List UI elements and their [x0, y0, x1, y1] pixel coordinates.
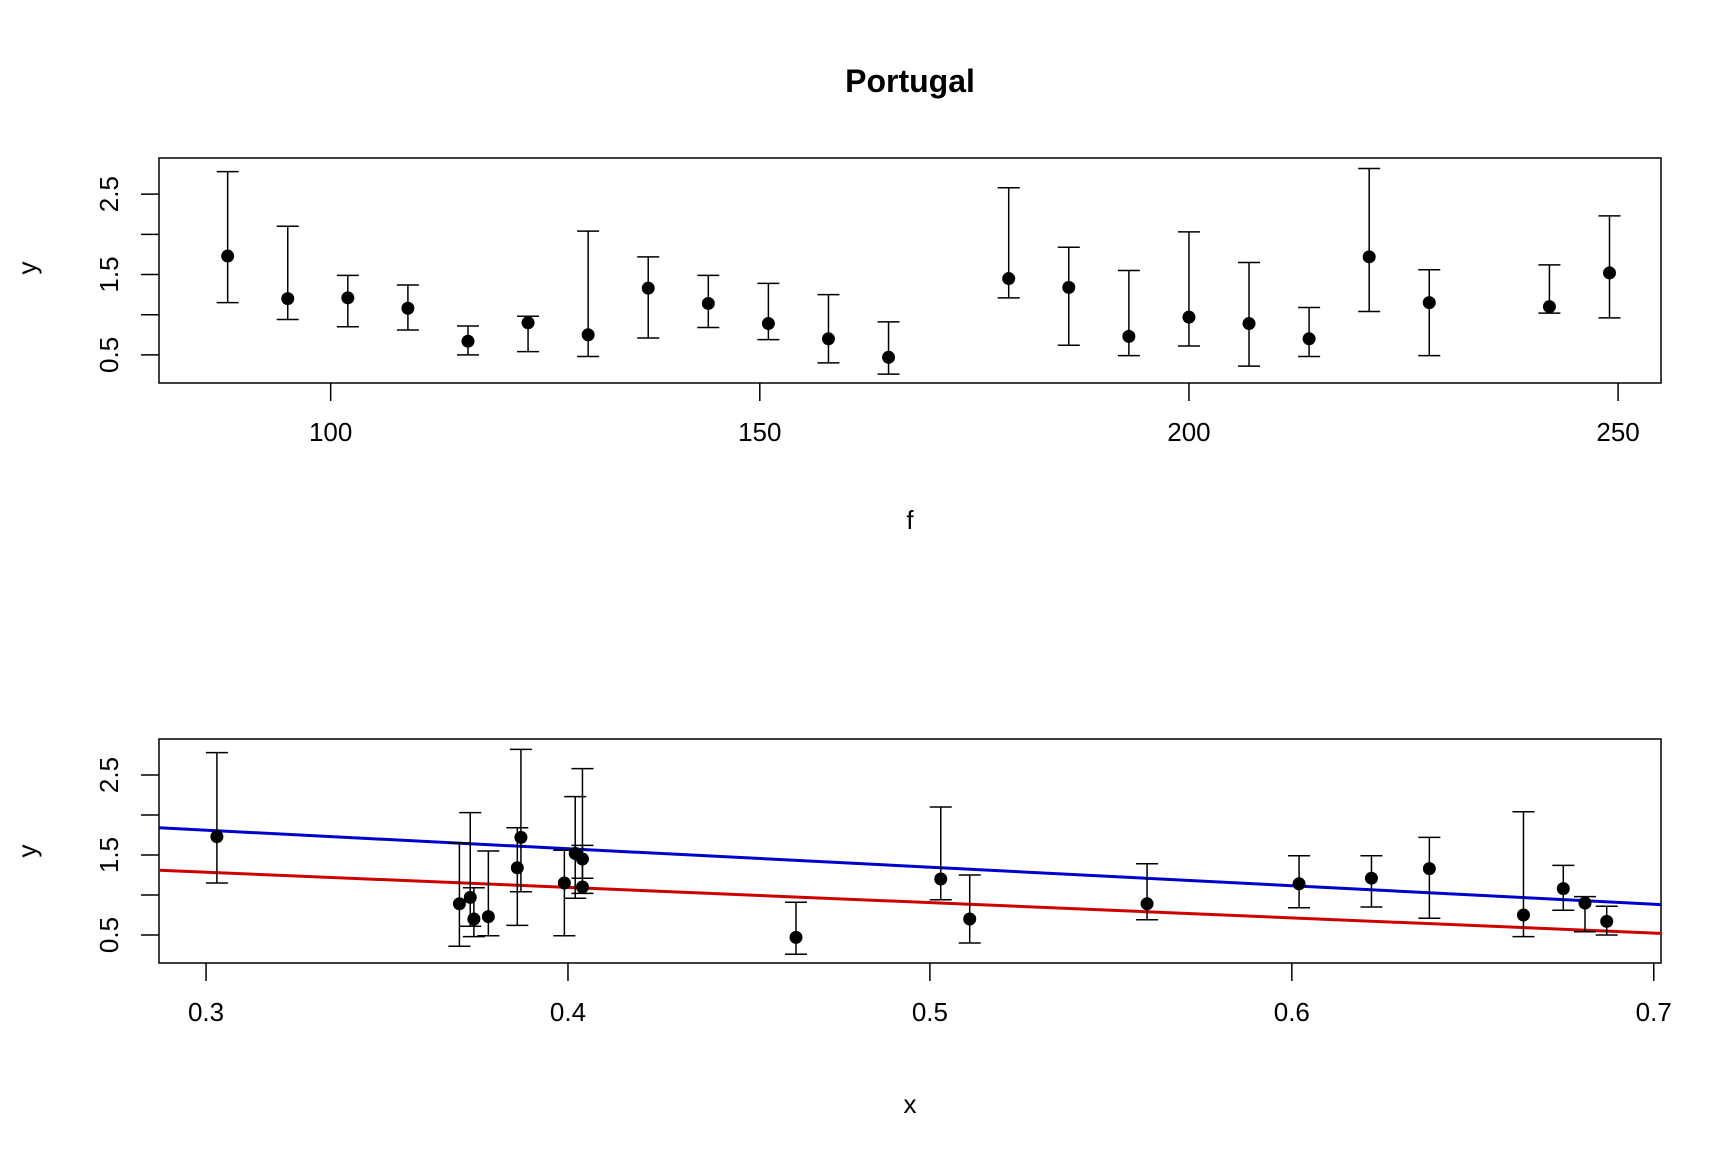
- top-data-point: [281, 292, 295, 306]
- top-x-tick-label: 200: [1167, 417, 1210, 447]
- top-error-bar: [757, 282, 780, 341]
- bottom-points: [205, 748, 1618, 955]
- bottom-data-point: [467, 912, 481, 926]
- top-x-axis: 100 150 200 250: [309, 383, 1640, 447]
- top-data-point: [1422, 296, 1436, 310]
- top-x-axis-label: f: [906, 505, 914, 535]
- bottom-data-point: [575, 880, 589, 894]
- top-points: [216, 167, 1621, 375]
- top-data-point: [1002, 272, 1016, 286]
- top-data-point: [641, 281, 655, 295]
- bottom-fit-line-1: [159, 826, 1661, 907]
- bottom-y-tick-label: 0.5: [94, 917, 124, 953]
- bottom-data-point: [1516, 908, 1530, 922]
- top-error-bar: [1057, 246, 1080, 346]
- top-data-point: [761, 317, 775, 331]
- top-data-point: [1242, 317, 1256, 331]
- bottom-data-point: [452, 897, 466, 911]
- main-title: Portugal: [845, 63, 975, 99]
- bottom-data-point: [789, 930, 803, 944]
- top-data-point: [521, 316, 535, 330]
- top-y-tick-label: 2.5: [94, 176, 124, 212]
- top-y-tick-label: 1.5: [94, 256, 124, 292]
- top-data-point: [1122, 329, 1136, 343]
- top-error-bar: [216, 170, 239, 304]
- bottom-x-tick-label: 0.6: [1274, 997, 1310, 1027]
- top-x-tick-label: 250: [1596, 417, 1639, 447]
- bottom-data-point: [963, 912, 977, 926]
- top-y-axis: 0.5 1.5 2.5: [94, 176, 159, 373]
- bottom-error-bar: [205, 751, 228, 884]
- top-data-point: [821, 332, 835, 346]
- bottom-data-point: [1578, 896, 1592, 910]
- top-x-tick-label: 100: [309, 417, 352, 447]
- top-error-bar: [877, 321, 900, 375]
- top-panel: f y 100 150 200 250 0.5 1.5 2.5: [12, 157, 1662, 535]
- top-data-point: [1182, 310, 1196, 324]
- bottom-data-point: [1422, 862, 1436, 876]
- bottom-error-bar: [448, 842, 471, 947]
- bottom-data-point: [514, 830, 528, 844]
- bottom-data-point: [510, 861, 524, 875]
- top-data-point: [401, 301, 415, 315]
- bottom-plot-frame: [158, 738, 1662, 964]
- bottom-data-point: [934, 872, 948, 886]
- bottom-x-tick-label: 0.5: [912, 997, 948, 1027]
- top-data-point: [1302, 332, 1316, 346]
- bottom-error-bar: [509, 748, 532, 893]
- bottom-y-axis: 0.5 1.5 2.5: [94, 757, 159, 953]
- top-data-point: [1062, 280, 1076, 294]
- bottom-data-point: [1364, 871, 1378, 885]
- top-error-bar: [1177, 231, 1200, 347]
- bottom-x-tick-label: 0.4: [550, 997, 586, 1027]
- top-data-point: [581, 328, 595, 342]
- bottom-data-point: [557, 876, 571, 890]
- bottom-error-bar: [506, 827, 529, 927]
- bottom-panel: x y 0.3 0.4 0.5 0.6 0.7 0.5 1.5 2.5: [12, 738, 1672, 1119]
- bottom-data-point: [1556, 882, 1570, 896]
- bottom-x-axis: 0.3 0.4 0.5 0.6 0.7: [188, 963, 1672, 1027]
- top-error-bar: [1418, 268, 1441, 357]
- top-error-bar: [637, 256, 660, 339]
- bottom-data-point: [1600, 914, 1614, 928]
- bottom-fit-line-2: [159, 868, 1661, 935]
- bottom-data-point: [481, 910, 495, 924]
- top-error-bar: [1238, 261, 1261, 367]
- top-plot-frame: [158, 157, 1662, 384]
- bottom-y-tick-label: 1.5: [94, 837, 124, 873]
- top-error-bar: [817, 293, 840, 364]
- top-data-point: [461, 334, 475, 348]
- bottom-y-axis-label: y: [12, 845, 42, 858]
- bottom-x-tick-label: 0.7: [1636, 997, 1672, 1027]
- top-error-bar: [1298, 306, 1321, 358]
- bottom-data-point: [463, 890, 477, 904]
- top-data-point: [1542, 300, 1556, 314]
- top-x-tick-label: 150: [738, 417, 781, 447]
- bottom-error-bar: [1418, 836, 1441, 919]
- top-data-point: [221, 249, 235, 263]
- top-data-point: [882, 350, 896, 364]
- top-error-bar: [1358, 167, 1381, 313]
- bottom-error-bar: [958, 874, 981, 944]
- top-data-point: [1603, 266, 1617, 280]
- bottom-data-point: [210, 830, 224, 844]
- bottom-error-bar: [1136, 863, 1159, 921]
- bottom-y-tick-label: 2.5: [94, 757, 124, 793]
- top-data-point: [341, 291, 355, 305]
- top-y-tick-label: 0.5: [94, 337, 124, 373]
- top-data-point: [701, 296, 715, 310]
- bottom-data-point: [1140, 897, 1154, 911]
- bottom-error-bar: [459, 811, 482, 927]
- bottom-error-bar: [784, 901, 807, 955]
- bottom-x-tick-label: 0.3: [188, 997, 224, 1027]
- bottom-data-point: [1292, 877, 1306, 891]
- top-data-point: [1362, 250, 1376, 264]
- top-y-axis-label: y: [12, 262, 42, 275]
- bottom-error-bar: [462, 887, 485, 938]
- bottom-x-axis-label: x: [904, 1089, 917, 1119]
